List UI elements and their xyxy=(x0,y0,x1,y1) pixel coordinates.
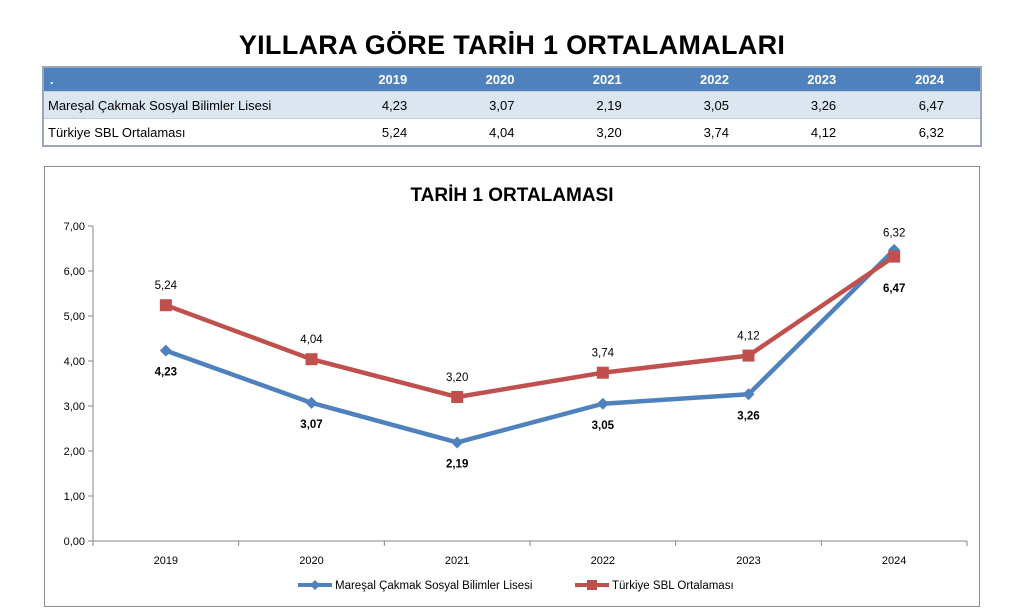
data-label: 4,12 xyxy=(737,331,759,343)
table-cell: 3,05 xyxy=(657,91,765,119)
table-header-cell: 2019 xyxy=(336,67,444,92)
data-label: 5,24 xyxy=(155,280,178,292)
data-point-square xyxy=(596,366,609,379)
line-chart: TARİH 1 ORTALAMASI 0,00 1,00 2,00 3,00 4,00 5,… xyxy=(64,185,968,592)
table-cell: 3,74 xyxy=(657,118,765,146)
table-cell: 2,19 xyxy=(550,91,658,119)
table-header-cell: 2023 xyxy=(764,67,873,92)
x-tick-label: 2020 xyxy=(299,555,323,567)
table-row: Mareşal Çakmak Sosyal Bilimler Lisesi 4,… xyxy=(43,91,981,119)
data-point-diamond xyxy=(159,344,172,357)
data-point-square xyxy=(159,299,172,312)
data-label: 4,04 xyxy=(300,334,323,346)
data-point-diamond xyxy=(305,396,318,409)
data-label: 2,19 xyxy=(446,458,468,470)
x-tick-label: 2023 xyxy=(736,555,760,567)
row-label: Mareşal Çakmak Sosyal Bilimler Lisesi xyxy=(43,91,336,119)
y-tick-label: 6,00 xyxy=(64,266,85,278)
row-label: Türkiye SBL Ortalaması xyxy=(43,118,336,146)
y-tick-label: 1,00 xyxy=(64,491,85,503)
data-point-diamond xyxy=(596,397,609,410)
table-cell: 3,20 xyxy=(550,118,658,146)
table-cell: 5,24 xyxy=(336,118,444,146)
data-point-diamond xyxy=(742,388,755,401)
data-point-diamond xyxy=(451,436,464,449)
legend-label: Türkiye SBL Ortalaması xyxy=(612,580,734,592)
data-label: 6,32 xyxy=(883,228,905,240)
data-point-square xyxy=(888,250,901,263)
data-point-diamond xyxy=(888,243,901,256)
data-point-square xyxy=(305,353,318,366)
table-cell: 6,47 xyxy=(872,91,981,119)
table-cell: 3,26 xyxy=(764,91,873,119)
data-point-square xyxy=(451,391,464,403)
table-cell: 4,04 xyxy=(443,118,551,146)
table-header-cell: 2021 xyxy=(550,67,658,92)
legend-marker-diamond xyxy=(310,580,320,590)
data-label: 4,23 xyxy=(155,367,177,379)
table-cell: 6,32 xyxy=(872,118,981,146)
legend-marker-square xyxy=(587,580,597,590)
table-corner-cell: . xyxy=(43,67,336,92)
chart-title: TARİH 1 ORTALAMASI xyxy=(410,185,613,206)
data-label: 3,07 xyxy=(300,419,322,431)
table-header-row: . 2019 2020 2021 2022 2023 2024 xyxy=(43,67,981,92)
y-tick-label: 3,00 xyxy=(64,401,85,413)
y-tick-label: 2,00 xyxy=(64,446,85,458)
series-line xyxy=(165,254,896,400)
x-tick-label: 2019 xyxy=(154,555,178,567)
y-tick-label: 0,00 xyxy=(64,536,85,548)
data-table: . 2019 2020 2021 2022 2023 2024 Mareşal … xyxy=(42,66,982,147)
y-tick-label: 7,00 xyxy=(64,221,85,233)
data-label: 3,74 xyxy=(592,348,615,360)
legend-label: Mareşal Çakmak Sosyal Bilimler Lisesi xyxy=(335,580,532,592)
data-label: 3,05 xyxy=(592,420,615,432)
y-tick-label: 4,00 xyxy=(64,356,85,368)
table-cell: 3,07 xyxy=(443,91,551,119)
table-row: Türkiye SBL Ortalaması 5,24 4,04 3,20 3,… xyxy=(43,118,981,146)
table-cell: 4,23 xyxy=(336,91,444,119)
series-line xyxy=(165,248,896,445)
table-header-cell: 2022 xyxy=(657,67,765,92)
data-label: 3,26 xyxy=(737,410,759,422)
table-cell: 4,12 xyxy=(764,118,873,146)
x-tick-label: 2024 xyxy=(882,555,906,567)
table-header-cell: 2024 xyxy=(872,67,981,92)
chart-frame: TARİH 1 ORTALAMASI 0,00 1,00 2,00 3,00 4,00 5,… xyxy=(44,166,980,607)
y-tick-label: 5,00 xyxy=(64,311,85,323)
table-header-cell: 2020 xyxy=(443,67,551,92)
data-label: 6,47 xyxy=(883,283,905,295)
x-tick-label: 2021 xyxy=(445,555,469,567)
data-label: 3,20 xyxy=(446,372,468,384)
page-title: YILLARA GÖRE TARİH 1 ORTALAMALARI xyxy=(238,30,786,60)
data-point-square xyxy=(742,349,755,362)
x-tick-label: 2022 xyxy=(591,555,615,567)
